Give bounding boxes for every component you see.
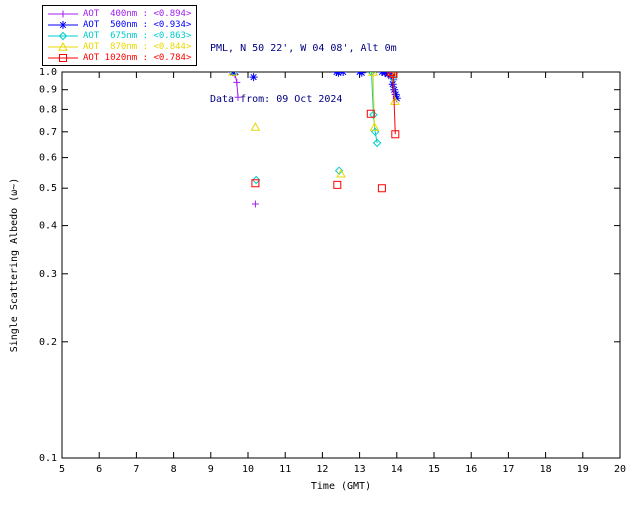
data-point-marker [369,110,378,119]
data-point-marker [391,90,400,99]
data-point-marker [336,168,346,178]
y-tick-label: 0.2 [39,337,57,348]
x-axis: 5 6 7 8 9 10 11 12 13 14 15 16 17 18 19 20 [59,72,626,475]
data-point-marker [233,78,241,86]
y-tick-label: 0.4 [39,221,57,232]
data-point-marker [388,80,397,89]
x-tick-label: 9 [208,464,214,475]
legend-entry: AOT 500nm : <0.934> [47,19,191,30]
x-tick-label: 18 [540,464,552,475]
data-point-marker [387,72,396,76]
data-point-marker [386,72,395,79]
x-tick-label: 16 [465,464,477,475]
legend-marker-icon [48,53,78,62]
x-tick-label: 10 [242,464,254,475]
data-point-marker [372,138,382,148]
data-point-marker [251,175,261,185]
y-tick-label: 0.8 [39,104,57,115]
x-tick-label: 11 [279,464,291,475]
legend-entry-label: AOT 400nm : <0.894> [83,8,192,19]
data-point-marker [390,96,400,105]
data-point-marker [357,72,366,77]
legend-marker-icon [48,41,78,51]
series-aot-870nm [228,72,400,178]
x-tick-label: 20 [614,464,626,475]
x-axis-label: Time (GMT) [311,481,371,492]
legend-marker-icon [48,20,78,29]
series-line [372,72,375,128]
x-tick-label: 15 [428,464,440,475]
data-point-marker [251,179,260,188]
data-point-marker [227,72,235,76]
x-tick-label: 8 [171,464,177,475]
data-point-marker [250,122,261,131]
legend-box: AOT 400nm : <0.894> AOT 500nm : <0.934> AO… [42,5,198,66]
data-point-marker [369,122,380,131]
data-point-marker [228,72,238,76]
station-info: PML, N 50 22', W 04 08', Alt 0m [210,43,397,54]
data-layer [227,72,401,208]
data-point-marker [368,72,378,76]
y-axis: 1.0 0.9 0.8 0.7 0.6 0.5 0.4 0.3 0.2 0.1 [39,67,620,464]
legend-entry: AOT 1020nm : <0.784> [47,52,191,63]
y-tick-label: 0.6 [39,153,57,164]
legend-entry: AOT 870nm : <0.844> [47,41,191,52]
legend-entry: AOT 400nm : <0.894> [47,8,191,19]
y-axis-label: Single Scattering Albedo (ω~) [9,178,20,353]
legend-marker-icon [48,10,78,17]
legend-marker-icon [48,31,78,40]
legend-entry-label: AOT 1020nm : <0.784> [83,52,192,63]
y-tick-label: 1.0 [39,67,57,78]
data-point-marker [234,93,242,101]
x-tick-label: 14 [391,464,403,475]
y-tick-label: 0.7 [39,127,57,138]
x-tick-label: 7 [133,464,139,475]
legend-entry-label: AOT 675nm : <0.863> [83,30,192,41]
data-point-marker [251,200,259,208]
data-point-marker [389,72,398,78]
legend-entry-label: AOT 500nm : <0.934> [83,19,192,30]
data-point-marker [392,94,401,103]
x-tick-label: 19 [577,464,589,475]
data-date: Data from: 09 Oct 2024 [210,94,343,105]
data-point-marker [333,180,342,189]
x-tick-label: 6 [96,464,102,475]
y-tick-label: 0.5 [39,183,57,194]
data-point-marker [249,73,258,82]
plot-header: PML, N 50 22', W 04 08', Alt 0m Data fro… [210,6,397,142]
x-tick-label: 13 [354,464,366,475]
data-point-marker [334,72,343,77]
legend-entry: AOT 675nm : <0.863> [47,30,191,41]
series-line [390,72,396,135]
y-tick-label: 0.1 [39,453,57,464]
data-point-marker [391,130,400,139]
legend-entry-label: AOT 870nm : <0.844> [83,41,192,52]
data-point-marker [366,109,375,118]
data-point-marker [377,184,386,193]
y-tick-label: 0.3 [39,269,57,280]
x-tick-label: 5 [59,464,65,475]
series-aot-1020nm [251,72,400,193]
data-point-marker [380,72,389,77]
x-tick-label: 12 [316,464,328,475]
y-tick-label: 0.9 [39,85,57,96]
x-tick-label: 17 [502,464,514,475]
